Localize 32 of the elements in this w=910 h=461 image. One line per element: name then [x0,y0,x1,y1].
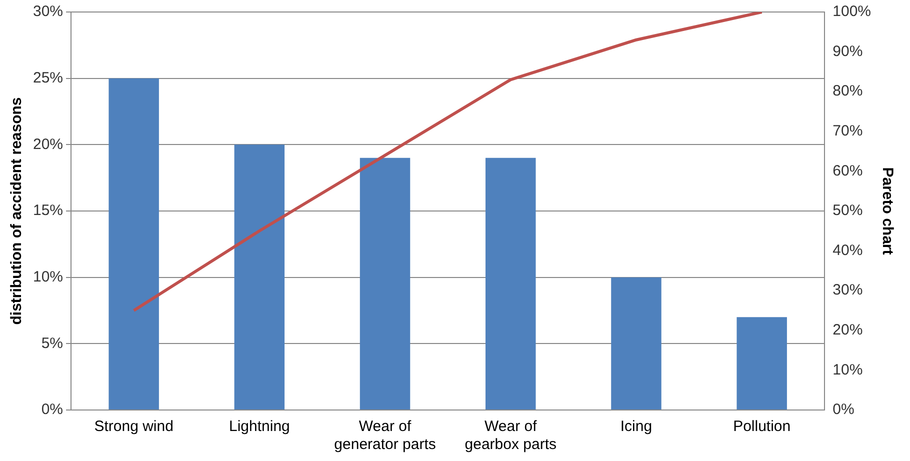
y-tick-label: 25% [32,69,64,86]
y2-tick-label: 80% [832,82,863,100]
y2-tick-label: 70% [832,122,863,140]
y-axis-title: distribution of accident reasons [8,97,26,325]
y-tick-label: 30% [32,3,64,20]
y2-tick-label: 30% [832,282,863,299]
y-tick-label: 20% [32,136,64,153]
y-tick-label: 10% [32,268,64,286]
y2-tick-label: 60% [832,162,863,180]
y2-tick-label: 0% [832,401,854,418]
x-tick-label: Lightning [228,418,290,436]
y2-tick-label: 20% [832,322,863,339]
y2-tick-label: 50% [832,202,863,220]
bar [736,317,787,410]
y-tick-label: 5% [41,334,64,352]
bar [360,158,410,410]
bar [486,158,536,410]
x-tick-label: Strong wind [94,418,174,436]
y2-tick-label: 40% [832,242,863,259]
y2-axis-title: Pareto chart [878,167,896,255]
y2-tick-label: 10% [832,361,863,378]
y2-tick-label: 90% [832,42,863,60]
x-tick-label: Pollution [733,418,791,436]
bar [611,277,662,410]
y-tick-label: 0% [41,401,64,418]
bar [234,144,285,410]
x-tick-label: Wear of generator parts [334,418,436,454]
bar [108,78,159,410]
y2-tick-label: 100% [832,3,872,20]
x-tick-label: Icing [620,418,652,436]
x-tick-label: Wear of gearbox parts [464,418,556,454]
y-tick-label: 15% [32,202,64,220]
